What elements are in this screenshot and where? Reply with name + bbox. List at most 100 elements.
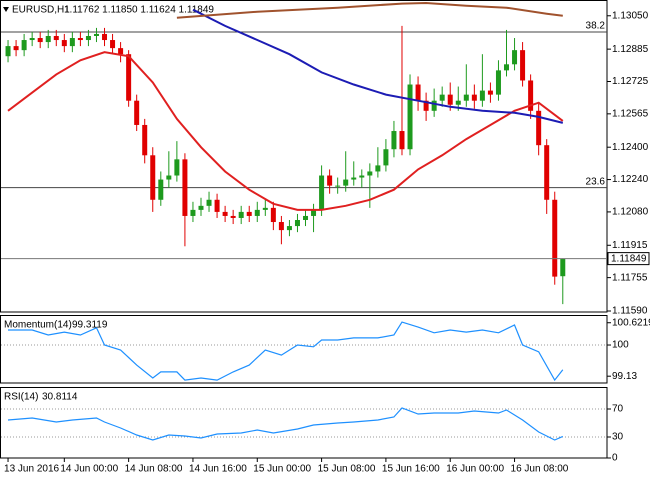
chart-title: EURUSD,H1 [12, 5, 70, 16]
y-tick-label: 70 [612, 404, 624, 415]
candle-body [29, 38, 35, 41]
candle-body [53, 35, 59, 41]
candle-body [447, 94, 453, 105]
x-tick-label: 15 Jun 00:00 [253, 464, 311, 475]
y-tick-label: 1.11755 [612, 272, 648, 283]
x-tick-label: 14 Jun 00:00 [60, 464, 118, 475]
candle-body [487, 90, 493, 95]
candle-body [536, 110, 542, 146]
candle-body [311, 209, 317, 216]
candle-body [504, 64, 510, 71]
candle-body [150, 155, 156, 200]
candle-body [343, 179, 349, 186]
fib-label: 23.6 [586, 176, 606, 187]
last-price-label: 1.11849 [611, 253, 647, 264]
x-tick-label: 13 Jun 2016 [4, 464, 59, 475]
fib-label: 38.2 [586, 21, 606, 32]
candle-body [391, 131, 397, 150]
candle-body [246, 211, 252, 216]
candle-body [85, 35, 91, 41]
y-tick-label: 1.12400 [612, 142, 649, 153]
y-tick-label: 1.11590 [612, 306, 648, 317]
y-tick-label: 1.12885 [612, 44, 649, 55]
candle-body [238, 211, 244, 218]
candle-body [439, 94, 445, 101]
candle-body [544, 145, 550, 200]
candle-body [335, 185, 341, 187]
candle-body [471, 94, 477, 101]
candle-body [528, 80, 534, 111]
candle-body [319, 175, 325, 210]
moving-average [176, 1, 563, 19]
indicator-line [7, 407, 564, 441]
candle-body [198, 205, 204, 210]
candle-body [93, 33, 99, 36]
y-tick-label: 30 [612, 432, 624, 443]
candle-body [214, 199, 220, 212]
candle-body [495, 70, 501, 95]
candle-body [102, 33, 108, 41]
candle-body [166, 175, 172, 180]
candle-body [37, 38, 43, 43]
candle-body [520, 50, 526, 81]
candle-body [463, 94, 469, 101]
candle-body [270, 207, 276, 223]
y-tick-label: 99.13 [612, 371, 637, 382]
candle-body [206, 199, 212, 206]
candle-body [512, 50, 518, 65]
candle-body [110, 40, 116, 49]
indicator-value: 99.3119 [72, 320, 108, 331]
candle-body [278, 222, 284, 231]
candle-body [262, 207, 268, 210]
candle-body [142, 124, 148, 156]
x-tick-label: 16 Jun 00:00 [446, 464, 504, 475]
candle-body [327, 175, 333, 186]
candle-body [455, 100, 461, 105]
candle-body [222, 211, 228, 216]
candle-body [45, 35, 51, 43]
candle-body [383, 149, 389, 166]
y-tick-label: 0 [612, 453, 618, 464]
candle-body [552, 199, 558, 277]
moving-average [7, 51, 564, 211]
moving-average [192, 8, 564, 124]
indicator-value: 30.8114 [42, 392, 78, 403]
rsi-pane-frame [0, 387, 608, 459]
y-tick-label: 100.6219 [612, 317, 650, 328]
candle-body [399, 131, 405, 150]
price-pane-frame [0, 0, 608, 313]
candle-body [351, 177, 357, 180]
candle-body [5, 46, 11, 57]
x-tick-label: 14 Jun 16:00 [189, 464, 247, 475]
y-tick-label: 1.11915 [612, 240, 648, 251]
menu-icon [3, 7, 9, 12]
candle-body [77, 38, 83, 41]
candle-body [61, 40, 67, 47]
x-tick-label: 16 Jun 08:00 [511, 464, 569, 475]
candle-body [182, 159, 188, 216]
x-tick-label: 14 Jun 08:00 [125, 464, 183, 475]
candle-body [21, 40, 27, 51]
momentum-pane-frame [0, 315, 608, 384]
candle-body [407, 84, 413, 150]
candle-body [286, 226, 292, 231]
y-tick-label: 100 [612, 340, 629, 351]
candle-body [118, 48, 124, 55]
x-tick-label: 15 Jun 08:00 [318, 464, 376, 475]
y-tick-label: 1.12080 [612, 207, 649, 218]
y-tick-label: 1.13050 [612, 10, 649, 21]
candle-body [13, 46, 19, 51]
candle-body [367, 171, 373, 176]
candle-body [303, 215, 309, 220]
candle-body [560, 258, 566, 277]
candle-body [423, 100, 429, 111]
last-price-tag [607, 252, 650, 266]
candle-body [254, 209, 260, 216]
y-tick-label: 1.12565 [612, 108, 649, 119]
candle-body [431, 100, 437, 111]
rsi-title: RSI(14) [4, 392, 38, 403]
candle-body [174, 159, 180, 176]
y-tick-label: 1.12725 [612, 76, 649, 87]
